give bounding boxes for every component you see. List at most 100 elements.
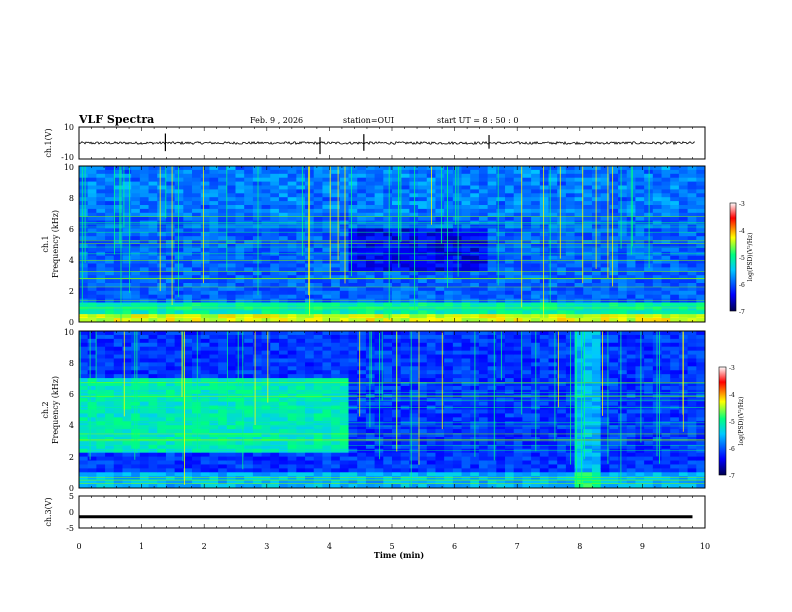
spectrogram-cell [192, 468, 202, 473]
spectrogram-cell [400, 409, 410, 414]
spectrogram-cell [235, 173, 245, 179]
spectrogram-cell [452, 417, 463, 422]
spectrogram-cell [331, 173, 341, 179]
spectrogram-cell [96, 370, 106, 375]
spectrogram-cell [365, 425, 376, 430]
spectrogram-cell [435, 228, 445, 233]
spectrogram-cell [513, 166, 523, 171]
spectrogram-cell [339, 263, 350, 268]
spectrogram-cell [148, 244, 158, 249]
spectrogram-cell [670, 201, 680, 206]
spectrogram-cell [339, 440, 350, 446]
spectrogram-cell [322, 185, 332, 190]
spectrogram-cell [513, 370, 523, 375]
spectrogram-cell [435, 389, 445, 395]
spectrogram-cell [226, 476, 236, 481]
spectrogram-cell [235, 389, 245, 395]
spectrogram-cell [192, 456, 202, 462]
spectrogram-cell [565, 318, 576, 323]
spectrogram-cell [557, 193, 567, 198]
spectrogram-cell [444, 444, 454, 450]
spectrogram-cell [444, 267, 454, 272]
spectrogram-cell [244, 302, 254, 307]
spectrogram-cell [348, 425, 358, 430]
spectrogram-cell [435, 331, 445, 336]
spectrogram-cell [313, 331, 323, 336]
spectrogram-cell [461, 177, 471, 183]
spectrogram-cell [278, 350, 289, 356]
spectrogram-cell [505, 166, 515, 171]
spectrogram-cell [409, 421, 419, 426]
spectrogram-cell [496, 331, 506, 336]
spectrogram-cell [696, 310, 706, 315]
spectrogram-cell [435, 279, 445, 284]
spectrogram-cell [478, 259, 489, 264]
spectrogram-cell [409, 468, 419, 473]
spectrogram-cell [365, 283, 376, 288]
spectrogram-cell [409, 302, 419, 307]
spectrogram-cell [252, 193, 263, 198]
spectrogram-cell [105, 334, 115, 340]
spectrogram-cell [96, 166, 106, 171]
spectrogram-cell [591, 279, 602, 284]
spectrogram-cell [400, 197, 410, 202]
spectrogram-cell [96, 350, 106, 356]
spectrogram-cell [461, 290, 471, 296]
spectrogram-cell [600, 169, 610, 175]
spectrogram-cell [687, 310, 697, 315]
spectrogram-cell [452, 413, 463, 418]
spectrogram-cell [235, 212, 245, 218]
spectrogram-cell [113, 409, 123, 414]
spectrogram-cell [409, 448, 419, 454]
spectrogram-cell [357, 389, 367, 395]
spectrogram-cell [505, 314, 515, 319]
spectrogram-cell [226, 370, 236, 375]
spectrogram-cell [270, 197, 280, 202]
spectrogram-cell [348, 310, 358, 315]
spectrogram-cell [496, 444, 506, 450]
spectrogram-cell [365, 185, 376, 190]
spectrogram-cell [331, 480, 341, 485]
spectrogram-cell [113, 468, 123, 473]
spectrogram-cell [618, 294, 628, 300]
spectrogram-cell [139, 263, 150, 268]
spectrogram-cell [287, 452, 297, 458]
spectrogram-cell [522, 283, 532, 288]
spectrogram-cell [139, 374, 150, 379]
spectrogram-cell [252, 286, 263, 292]
spectrogram-cell [305, 318, 315, 323]
spectrogram-cell [87, 267, 97, 272]
spectrogram-cell [122, 310, 132, 315]
spectrogram-cell [470, 173, 480, 179]
spectrogram-cell [461, 370, 471, 375]
spectrogram-cell [139, 197, 150, 202]
spectrogram-cell [148, 444, 158, 450]
spectrogram-cell [313, 452, 323, 458]
spectrogram-cell [122, 401, 132, 407]
spectrogram-cell [287, 279, 297, 284]
spectrogram-cell [79, 389, 89, 395]
spectrogram-cell [313, 374, 323, 379]
spectrogram-cell [400, 350, 410, 356]
spectrogram-cell [139, 417, 150, 422]
spectrogram-cell [113, 275, 123, 280]
spectrogram-cell [287, 366, 297, 371]
spectrogram-cell [591, 283, 602, 288]
spectrogram-cell [548, 283, 558, 288]
spectrogram-cell [591, 275, 602, 280]
spectrogram-cell [652, 302, 663, 307]
spectrogram-cell [96, 413, 106, 418]
spectrogram-cell [418, 302, 428, 307]
spectrogram-cell [348, 378, 358, 383]
spectrogram-cell [113, 318, 123, 323]
spectrogram-cell [487, 283, 497, 288]
spectrogram-cell [470, 212, 480, 218]
spectrogram-cell [278, 413, 289, 418]
spectrogram-cell [557, 263, 567, 268]
spectrogram-cell [444, 201, 454, 206]
spectrogram-cell [139, 440, 150, 446]
spectrogram-cell [148, 468, 158, 473]
spectrogram-cell [652, 181, 663, 186]
spectrogram-cell [435, 290, 445, 296]
spectrogram-cell [174, 468, 184, 473]
